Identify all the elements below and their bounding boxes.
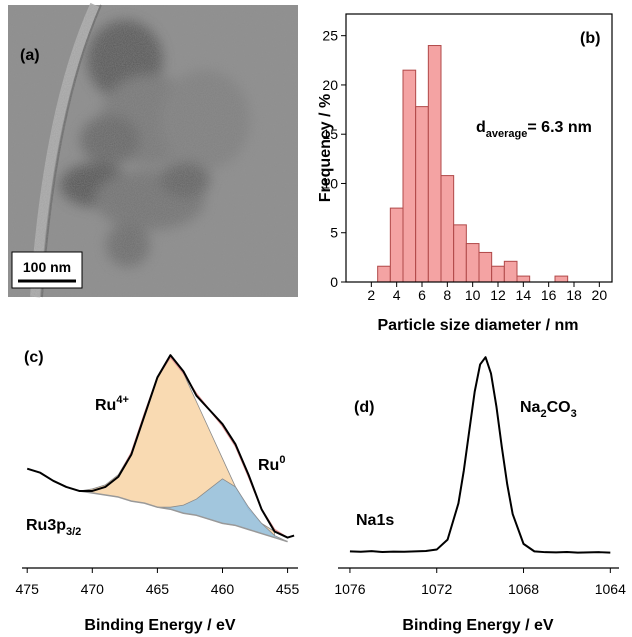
- x-tick-label: 1072: [421, 581, 452, 597]
- annotation-part: Na1s: [356, 512, 394, 529]
- annotation-part: 4+: [116, 394, 129, 406]
- x-axis-label: Binding Energy / eV: [84, 617, 235, 634]
- annotation-part: average: [486, 128, 528, 140]
- bar: [478, 251, 493, 283]
- bar: [389, 207, 404, 283]
- y-tick-label: 25: [322, 28, 338, 44]
- data-line: [26, 354, 295, 539]
- chart-panel: 1076 1072 1068 1064 Binding Energy / eV (d): [334, 356, 626, 634]
- annotation: Na1s: [356, 512, 394, 529]
- x-tick-label: 20: [592, 287, 608, 303]
- bar: [465, 243, 480, 283]
- x-tick-label: 2: [367, 287, 375, 303]
- data-line: [349, 356, 611, 554]
- bar: [491, 265, 505, 283]
- x-tick-label: 10: [465, 287, 481, 303]
- annotation-part: Ru: [95, 397, 116, 414]
- annotation-part: = 6.3 nm: [527, 119, 591, 136]
- chart-panel: 0 5 10 15 20 25 2 4 6 8 10 12 14 16 18 20 Particle size …: [317, 13, 613, 334]
- bar: [453, 224, 467, 283]
- axes-frame: [345, 13, 613, 283]
- x-tick-label: 4: [393, 287, 401, 303]
- bar: [440, 175, 455, 283]
- x-axis-label: Particle size diameter / nm: [378, 317, 579, 334]
- bar: [503, 260, 518, 283]
- annotation-part: 3/2: [66, 526, 81, 538]
- bar: [554, 275, 569, 283]
- annotation: daverage= 6.3 nm: [476, 119, 592, 140]
- bar: [402, 69, 417, 283]
- tem-image: [8, 2, 298, 298]
- panel-label: (b): [580, 30, 600, 47]
- bar: [377, 265, 391, 283]
- y-tick-label: 5: [330, 225, 338, 241]
- x-tick-label: 12: [490, 287, 506, 303]
- x-axis-label: Binding Energy / eV: [402, 617, 553, 634]
- annotation-part: Ru3p: [26, 517, 66, 534]
- x-tick-label: 470: [81, 581, 105, 597]
- y-tick-label: 20: [322, 77, 338, 93]
- x-tick-label: 455: [276, 581, 300, 597]
- x-tick-label: 6: [418, 287, 426, 303]
- x-tick-label: 8: [443, 287, 451, 303]
- bar: [516, 275, 531, 283]
- annotation-part: 2: [540, 408, 546, 420]
- annotation-part: 0: [279, 454, 285, 466]
- panel-label: (a): [20, 47, 40, 64]
- x-tick-label: 460: [211, 581, 235, 597]
- x-tick-label: 475: [16, 581, 40, 597]
- annotation: Na2CO3: [520, 399, 577, 420]
- annotation: Ru3p3/2: [26, 517, 81, 538]
- x-tick-label: 18: [566, 287, 582, 303]
- annotation-part: Na: [520, 399, 541, 416]
- data-line: [79, 490, 288, 543]
- x-tick-label: 465: [146, 581, 170, 597]
- x-tick-label: 16: [541, 287, 557, 303]
- annotation-part: d: [476, 119, 486, 136]
- y-axis-label: Frequency / %: [317, 94, 334, 202]
- panel-label: (c): [24, 349, 44, 366]
- x-tick-label: 1068: [508, 581, 539, 597]
- annotation-part: 3: [571, 408, 577, 420]
- panel-label: (d): [354, 399, 374, 416]
- bar: [427, 45, 442, 283]
- y-tick-label: 0: [330, 274, 338, 290]
- scale-bar-label: 100 nm: [23, 259, 71, 275]
- x-tick-label: 14: [516, 287, 532, 303]
- annotation: Ru0: [258, 454, 285, 474]
- annotation-part: CO: [547, 399, 571, 416]
- x-tick-label: 1076: [334, 581, 365, 597]
- y-tick-label: 10: [322, 175, 338, 191]
- annotation-part: Ru: [258, 457, 279, 474]
- chart-panel: 475 470 465 460 455 Binding Energy / eV (c): [16, 349, 300, 634]
- x-tick-label: 1064: [595, 581, 626, 597]
- annotation: Ru4+: [95, 394, 129, 414]
- bar: [415, 106, 429, 283]
- y-tick-label: 15: [322, 126, 338, 142]
